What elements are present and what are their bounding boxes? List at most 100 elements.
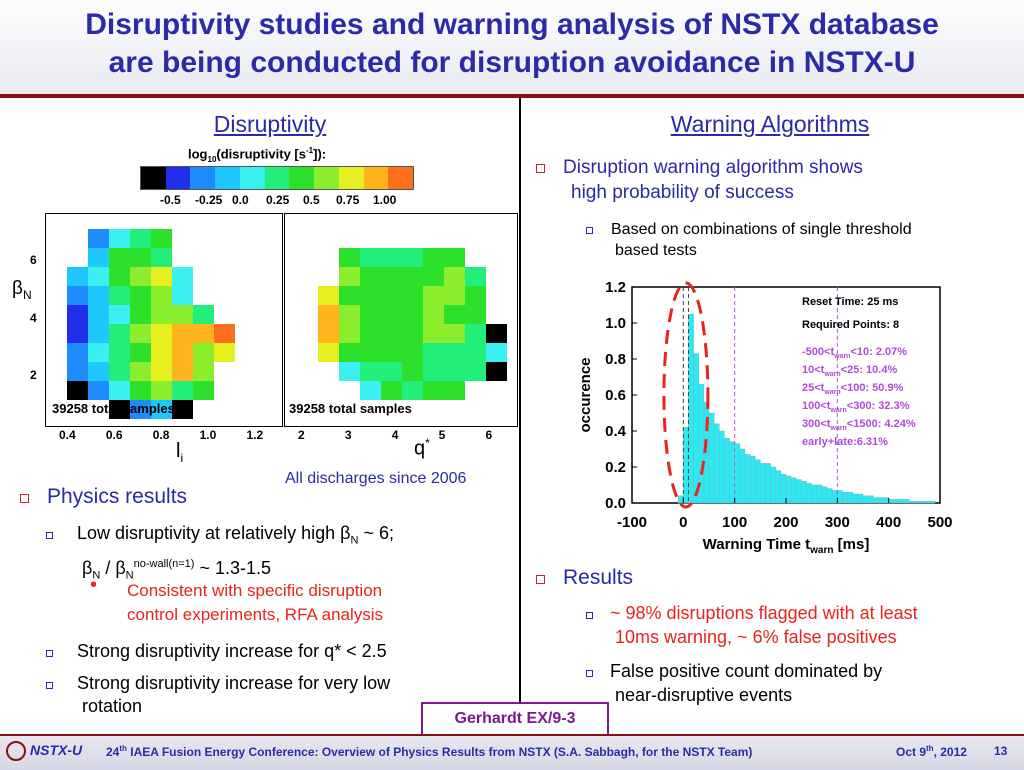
histogram-bar <box>677 495 684 504</box>
page-number: 13 <box>994 744 1008 758</box>
histogram-bar <box>867 495 874 504</box>
heatmap-cell <box>130 343 151 362</box>
heatmap-cell <box>214 324 235 343</box>
heatmap-cell <box>486 362 507 381</box>
annotation-percentage: -500<twarn<10: 2.07% <box>802 346 907 360</box>
colorbar-label: log10(disruptivity [s-1]): <box>188 146 327 164</box>
title-rule <box>0 94 1024 98</box>
heatmap-cell <box>423 267 444 286</box>
x-tick-label: 300 <box>825 514 850 531</box>
heatmap-cell <box>172 381 193 400</box>
histogram-bar <box>893 499 900 504</box>
heatmap-cell <box>381 267 402 286</box>
colorbar-tick-label: 0.5 <box>303 193 320 207</box>
results-bullet: Results <box>536 565 633 591</box>
histogram-bar <box>749 455 756 504</box>
heatmap-cell <box>318 324 339 343</box>
colorbar-swatch <box>314 167 339 189</box>
heatmap-cell <box>381 381 402 400</box>
histogram-bar <box>785 475 792 504</box>
histogram-bar <box>842 491 848 504</box>
heatmap-cell <box>151 267 172 286</box>
warning-bullet-1: Disruption warning algorithm shows high … <box>536 155 1016 205</box>
heatmap-cell <box>444 267 465 286</box>
histogram-bar <box>914 500 920 504</box>
histogram-bar <box>806 482 812 504</box>
heatmap-cell <box>423 248 444 267</box>
heatmap-cell <box>360 248 381 267</box>
heatmap-cell <box>88 229 109 248</box>
colorbar-swatch <box>289 167 315 189</box>
heatmap-cell <box>172 267 193 286</box>
heatmap-cell <box>172 343 193 362</box>
histogram-bar <box>878 497 884 504</box>
histogram-bar <box>816 484 823 504</box>
annotation-percentage: 300<twarn<1500: 4.24% <box>802 418 916 432</box>
heatmap-cell <box>109 229 130 248</box>
heatmap-cell <box>444 248 465 267</box>
histogram-bar <box>780 473 787 504</box>
histogram-bar <box>724 437 730 504</box>
heatmap-cell <box>151 400 172 419</box>
physics-item-3: Strong disruptivity increase for very lo… <box>46 672 390 718</box>
heatmap-cell <box>402 362 423 381</box>
colorbar-swatch <box>338 167 364 189</box>
histogram-bar <box>754 459 761 504</box>
heatmap-q <box>284 213 518 427</box>
annotation-percentage: early+late:6.31% <box>802 436 888 448</box>
heatmap-cell <box>88 362 109 381</box>
heatmap-cell <box>360 324 381 343</box>
heatmap-cell <box>130 305 151 324</box>
heatmap-cell <box>193 324 214 343</box>
heatmap-cell <box>88 381 109 400</box>
histogram-bar <box>929 500 936 504</box>
histogram-bar <box>898 499 905 504</box>
heatmap-cell <box>130 229 151 248</box>
heatmap-cell <box>151 229 172 248</box>
histogram-bar <box>801 481 807 504</box>
colorbar-tick-label: 1.00 <box>373 193 397 207</box>
heatmap-cell <box>339 362 360 381</box>
heatmap-cell <box>444 286 465 305</box>
red-dot-bullet-icon: • <box>90 574 98 596</box>
heatmap-li-samples: 39258 total samples <box>52 401 175 416</box>
heatmap-cell <box>193 381 214 400</box>
heatmap-cell <box>130 381 151 400</box>
title-line-1: Disruptivity studies and warning analysi… <box>85 8 939 41</box>
physics-results-bullet: Physics results <box>20 484 187 510</box>
heatmap-li-yticks: 6 4 2 <box>30 213 44 425</box>
heatmap-cell <box>88 305 109 324</box>
x-tick-label: 0.6 <box>105 428 123 442</box>
colorbar-tick-label: -0.5 <box>160 193 181 207</box>
heatmap-cell <box>339 305 360 324</box>
heatmap-cell <box>444 381 465 400</box>
histogram-bar <box>719 430 725 504</box>
annotation-percentage: 100<twarn<300: 32.3% <box>802 400 910 414</box>
heatmap-cell <box>109 400 130 419</box>
square-bullet-icon <box>20 494 29 503</box>
heatmap-cell <box>109 324 130 343</box>
heatmap-li-xticks: 0.4 0.6 0.8 1.0 1.2 <box>45 428 285 444</box>
histogram-bar <box>888 499 895 504</box>
annotation-reset: Reset Time: 25 ms <box>802 296 898 308</box>
x-tick-label: 500 <box>927 514 952 531</box>
histogram-bar <box>688 313 694 504</box>
column-divider <box>519 98 521 712</box>
colorbar-swatch <box>388 167 414 189</box>
heatmap-cell <box>130 286 151 305</box>
x-tick-label: 200 <box>773 514 798 531</box>
y-axis-label: occurence <box>577 357 594 432</box>
heatmap-cell <box>402 381 423 400</box>
footer-bar <box>0 734 1024 770</box>
heatmap-cell <box>109 362 130 381</box>
histogram-bar <box>852 493 859 504</box>
heatmap-cell <box>130 248 151 267</box>
beta-n-axis-label: βN <box>12 278 32 302</box>
heatmap-cell <box>109 286 130 305</box>
heatmap-cell <box>444 324 465 343</box>
heatmap-cell <box>67 381 88 400</box>
q-star-axis-label: q* <box>414 436 430 460</box>
heatmap-cell <box>172 324 193 343</box>
heatmap-cell <box>67 267 88 286</box>
y-tick-label: 1.2 <box>605 279 626 296</box>
